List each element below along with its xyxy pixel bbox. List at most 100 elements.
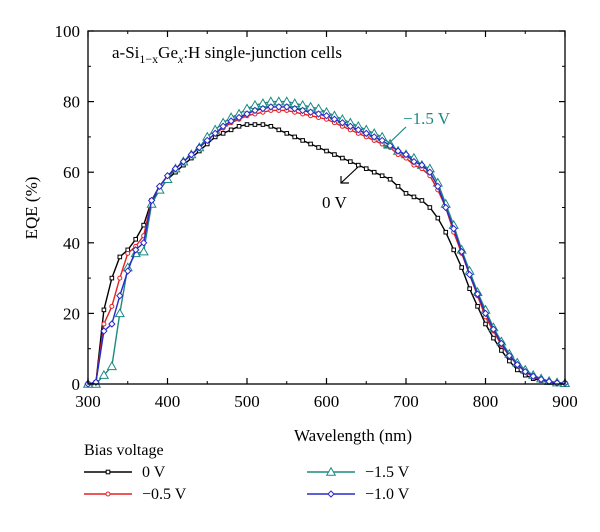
axes-layer: 300 400 500 600 700 800 900 0 20 40 60 80 100 (55, 22, 578, 411)
series-minus-1-0v-point (346, 122, 355, 131)
series-0v-point (117, 254, 123, 260)
legend-marker (325, 466, 337, 476)
panel-label-part-4: x (177, 52, 184, 66)
panel-label-part-3: Ge (158, 43, 178, 62)
series-0v-point (356, 162, 361, 168)
annotation-arrowhead-0v (340, 176, 349, 184)
legend-items: 0 V −0.5 V −1.5 V −1.0 V (84, 464, 410, 503)
series-minus-1-0v-point (497, 339, 506, 348)
legend-item: −0.5 V (84, 486, 187, 503)
series-minus-1-0v-point (259, 104, 267, 113)
series-minus-1-0v-point (354, 126, 363, 134)
series-minus-0-5v-point (101, 321, 107, 327)
series-0v-point (109, 275, 115, 281)
series-minus-1-0v-point (330, 115, 339, 123)
series-0v-point (101, 307, 107, 313)
series-minus-1-0v-point (187, 150, 196, 159)
series-minus-1-0v-point (370, 133, 378, 141)
series-minus-1-0v-point (442, 203, 450, 212)
series-0v-point (491, 335, 496, 341)
legend-item: −1.5 V (307, 464, 410, 481)
series-minus-1-0v-line (87, 106, 566, 385)
series-0v-point (316, 145, 321, 150)
series-minus-1-0v-point (139, 239, 148, 247)
y-tick-label: 0 (72, 375, 81, 394)
x-axis-label: Wavelength (nm) (294, 426, 412, 445)
legend-title: Bias voltage (84, 442, 164, 459)
y-tick-label: 60 (63, 163, 80, 182)
series-0v-point (324, 148, 329, 154)
series-0v-point (133, 236, 138, 242)
series-0v-point (292, 134, 297, 140)
y-tick-label: 20 (63, 304, 80, 323)
legend-label: −1.5 V (365, 464, 410, 481)
series-minus-0-5v-point (125, 250, 131, 256)
series-0v-point (403, 191, 409, 196)
series-minus-1-0v-point (211, 129, 219, 138)
series-0v (85, 122, 568, 387)
series-minus-1-0v-point (155, 182, 164, 191)
series-minus-1-0v-point (100, 327, 108, 335)
panel-label-part-2: 1−x (139, 52, 158, 66)
series-minus-1-0v-point (227, 117, 235, 125)
series-minus-1-0v-point (171, 164, 180, 173)
series-minus-1-0v-point (219, 122, 227, 131)
series-minus-1-0v-point (283, 103, 291, 111)
series-0v-point (300, 138, 305, 143)
panel-label-part-1: a-Si (112, 43, 140, 62)
series-minus-1-0v-point (426, 168, 434, 176)
series-0v-point (443, 229, 449, 235)
series-0v-point (459, 265, 464, 270)
y-tick-label: 100 (55, 22, 81, 41)
series-0v-point (475, 304, 480, 309)
annotation-arrow-1-5v (383, 126, 407, 149)
series-0v-point (220, 131, 226, 136)
annotation-1-5v: −1.5 V (403, 109, 451, 128)
series-0v-point (411, 194, 417, 200)
x-tick-label: 800 (473, 392, 499, 411)
series-0v-point (284, 131, 290, 136)
series-minus-0-5v-point (117, 275, 123, 281)
legend-marker (105, 491, 111, 497)
series-minus-1-0v-point (116, 292, 124, 300)
series-minus-1-0v-point (306, 108, 315, 116)
series-minus-1-0v-point (465, 270, 474, 279)
series-0v-point (260, 122, 266, 127)
series-minus-1-0v-point (298, 106, 307, 115)
x-tick-label: 300 (75, 392, 101, 411)
series-minus-1-0v-point (513, 360, 522, 369)
legend-item: 0 V (84, 464, 166, 481)
series-minus-1-0v-point (163, 172, 172, 180)
series-minus-1-5v-point (106, 361, 118, 371)
series-minus-1-0v-point (505, 352, 514, 360)
annotation-arrowhead-1-5v (383, 141, 391, 149)
series-0v-point (363, 166, 369, 171)
series-0v-point (244, 122, 250, 127)
series-0v-point (467, 286, 472, 291)
y-tick-label: 80 (63, 93, 80, 112)
series-minus-1-0v-point (418, 161, 426, 169)
y-tick-label: 40 (63, 234, 80, 253)
series-minus-1-0v-point (179, 157, 188, 166)
series-minus-1-0v-point (473, 290, 482, 298)
series-minus-1-5v-point (114, 308, 125, 318)
x-tick-label: 400 (155, 392, 181, 411)
series-minus-1-0v-point (457, 247, 466, 256)
annotation-layer: 0 V −1.5 V (322, 109, 451, 212)
series-minus-1-0v-point (290, 104, 299, 113)
legend-label: −0.5 V (142, 486, 187, 503)
series-0v-point (332, 152, 337, 157)
series-0v-point (515, 367, 520, 373)
series-minus-1-0v-point (195, 143, 204, 152)
series-0v-point (268, 124, 274, 129)
legend-label: 0 V (142, 464, 166, 481)
series-minus-1-0v (84, 103, 569, 388)
series-minus-1-0v-point (338, 119, 347, 127)
series-minus-1-0v-point (235, 113, 243, 122)
legend-marker (327, 490, 335, 498)
series-minus-1-5v-point (98, 369, 110, 379)
series-minus-1-0v-point (537, 375, 545, 384)
panel-label-part-5: :H single-junction cells (183, 43, 342, 62)
series-layer (82, 96, 571, 388)
